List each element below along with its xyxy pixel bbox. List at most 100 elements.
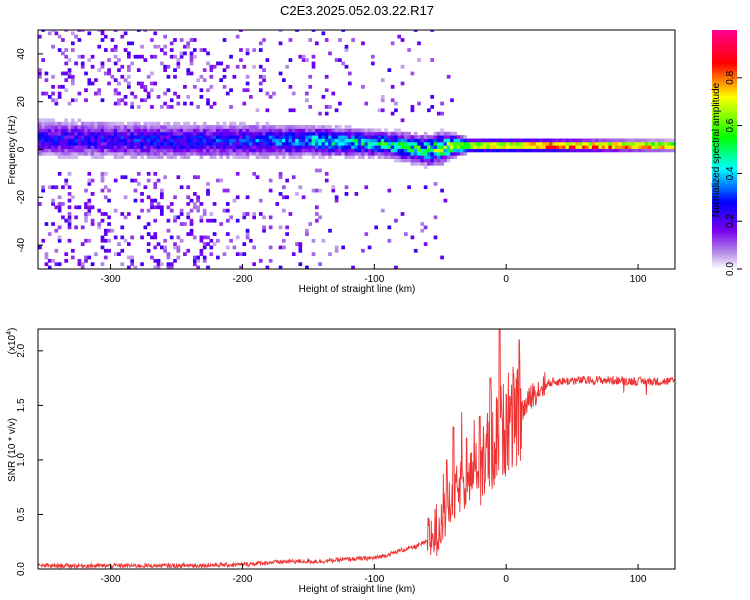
spectrogram-cell: [176, 121, 181, 126]
spectrogram-cell: [446, 148, 451, 153]
spectrogram-cell: [377, 138, 382, 143]
spectrogram-cell: [183, 84, 187, 89]
spectrogram-cell: [186, 141, 191, 146]
spectrogram-cell: [169, 151, 174, 156]
spectrogram-cell: [54, 148, 59, 153]
spectrogram-cell: [80, 151, 85, 156]
spectrogram-cell: [57, 91, 62, 96]
spectrogram-cell: [156, 148, 161, 153]
spectrogram-cell: [397, 138, 402, 143]
spectrogram-cell: [179, 141, 184, 146]
spectrogram-cell: [390, 145, 395, 149]
spectrogram-cell: [285, 125, 289, 129]
spectrogram-cell: [410, 138, 415, 143]
spectrogram-cell: [189, 151, 194, 156]
spectrogram-cell: [436, 155, 441, 159]
spectrogram-cell: [163, 121, 167, 126]
spectrogram-cell: [258, 64, 263, 69]
spectrogram-cell: [450, 138, 454, 143]
spectrogram-cell: [354, 128, 359, 133]
spectrogram-cell: [235, 171, 240, 176]
spectrogram-cell: [641, 138, 646, 143]
spectrogram-cell: [176, 128, 181, 133]
spectrogram-cell: [113, 131, 118, 136]
spectrogram-cell: [38, 145, 42, 149]
spectrogram-cell: [314, 135, 319, 139]
spectrogram-cell: [255, 121, 260, 126]
spectrogram-cell: [249, 238, 253, 243]
spectrogram-cell: [183, 252, 187, 257]
spectrogram-cell: [107, 125, 111, 129]
spectrogram-cell: [110, 125, 115, 129]
spectrogram-cell: [183, 121, 187, 126]
spectrogram-cell: [420, 151, 425, 156]
spectrogram-cell: [245, 135, 250, 139]
spectrogram-cell: [417, 135, 421, 139]
spectrogram-cell: [614, 148, 619, 153]
spectrogram-cell: [77, 30, 82, 32]
spectrogram-cell: [166, 252, 171, 257]
spectrogram-cell: [664, 138, 669, 143]
spectrogram-cell: [64, 148, 69, 153]
spectrogram-cell: [100, 171, 105, 176]
spectrogram-cell: [176, 135, 181, 139]
spectrogram-cell: [80, 121, 85, 126]
spectrogram-cell: [493, 148, 497, 153]
spectrogram-cell: [176, 151, 181, 156]
snr-x-tick-label: -300: [101, 574, 121, 585]
spectrogram-cell: [423, 131, 428, 136]
spectrogram-cell: [591, 141, 596, 146]
spectrogram-cell: [403, 141, 408, 146]
spectrogram-cell: [390, 84, 395, 89]
spectrogram-cell: [651, 145, 655, 149]
spectrogram-cell: [199, 95, 204, 99]
spectrogram-cell: [314, 41, 319, 46]
spectrogram-cell: [295, 138, 299, 143]
spectrogram-cell: [41, 58, 45, 62]
spectrogram-cell: [117, 252, 121, 257]
spectrogram-cell: [433, 182, 438, 186]
spectrogram-cell: [456, 148, 461, 153]
spectrogram-cell: [192, 125, 197, 129]
spectrogram-cell: [107, 248, 111, 253]
spectrogram-cell: [219, 145, 224, 149]
spectrogram-cell: [502, 148, 507, 153]
spectrogram-cell: [440, 141, 444, 146]
spectrogram-cell: [130, 255, 135, 260]
spectrogram-cell: [245, 235, 250, 240]
spectrogram-cell: [120, 212, 125, 216]
spectrogram-cell: [110, 128, 115, 133]
spectrogram-cell: [61, 131, 65, 136]
spectrogram-cell: [70, 248, 75, 253]
spectrogram-cell: [166, 131, 171, 136]
spectrogram-cell: [127, 51, 131, 56]
spectrogram-cell: [545, 141, 550, 146]
spectrogram-cell: [595, 138, 599, 143]
spectrogram-cell: [552, 141, 557, 146]
spectrogram-cell: [258, 131, 263, 136]
spectrogram-cell: [549, 148, 553, 153]
spectrogram-cell: [103, 34, 108, 39]
spectrogram-cell: [654, 138, 659, 143]
spectrogram-cell: [159, 155, 164, 159]
spectrogram-cell: [344, 48, 349, 52]
spectrogram-cell: [281, 128, 286, 133]
spectrogram-cell: [387, 68, 392, 72]
spectrogram-cell: [57, 145, 62, 149]
spectrogram-cell: [130, 61, 135, 66]
spectrogram-cell: [588, 145, 593, 149]
spectrogram-cell: [57, 148, 62, 153]
spectrogram-cell: [57, 208, 62, 213]
spectrogram-cell: [41, 141, 45, 146]
spectrogram-cell: [179, 131, 184, 136]
spectrogram-cell: [196, 151, 200, 156]
spectrogram-cell: [94, 155, 98, 159]
spectrogram-cell: [61, 125, 65, 129]
spectrogram-cell: [473, 141, 477, 146]
spectrogram-cell: [196, 265, 200, 269]
spectrogram-cell: [344, 145, 349, 149]
spectrogram-cell: [143, 151, 148, 156]
spectrogram-cell: [638, 148, 642, 153]
spectrogram-cell: [285, 131, 289, 136]
